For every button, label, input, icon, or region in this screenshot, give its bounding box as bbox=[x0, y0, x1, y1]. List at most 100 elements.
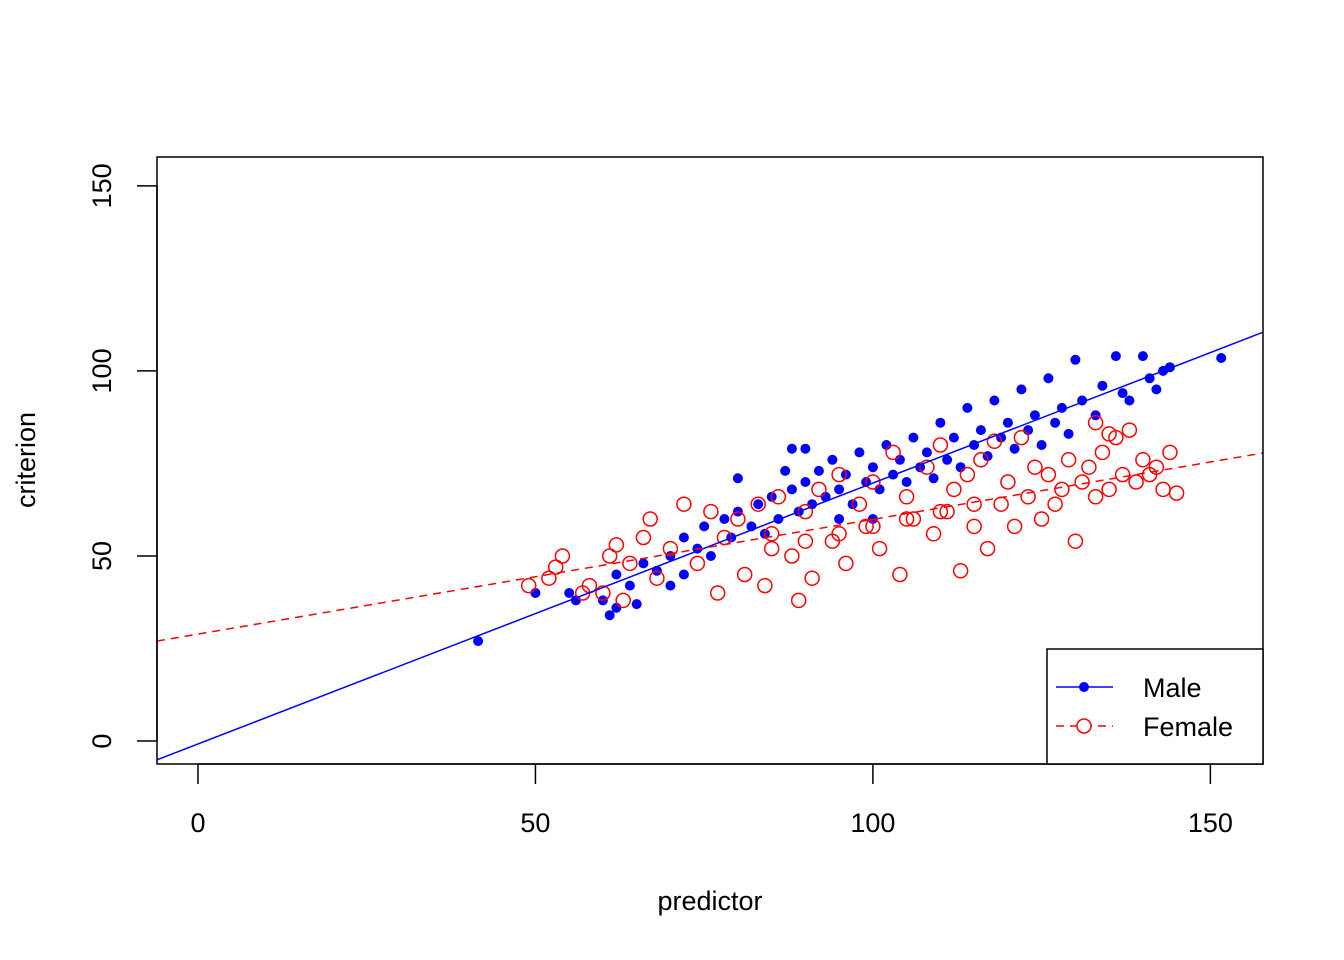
point-female bbox=[730, 511, 746, 527]
point-male bbox=[1137, 351, 1148, 362]
point-female bbox=[1128, 474, 1144, 490]
point-female bbox=[1047, 496, 1063, 512]
point-female bbox=[703, 503, 719, 520]
point-male bbox=[813, 465, 824, 476]
point-male bbox=[1050, 417, 1061, 428]
point-female bbox=[811, 481, 827, 498]
point-female bbox=[541, 570, 557, 586]
point-male bbox=[1070, 354, 1081, 365]
point-female bbox=[851, 496, 868, 512]
x-tick-label: 0 bbox=[190, 808, 205, 838]
point-female bbox=[1155, 481, 1171, 498]
point-female bbox=[993, 496, 1009, 512]
point-female bbox=[1101, 426, 1117, 442]
x-axis-label: predictor bbox=[657, 886, 762, 916]
point-female bbox=[905, 511, 922, 527]
point-male bbox=[908, 432, 919, 443]
point-male bbox=[867, 462, 878, 473]
point-female bbox=[1114, 466, 1131, 483]
point-female bbox=[865, 518, 881, 535]
point-male bbox=[732, 473, 743, 484]
point-female bbox=[831, 526, 847, 542]
point-female bbox=[676, 496, 692, 512]
point-male bbox=[1110, 351, 1121, 362]
point-male bbox=[948, 432, 959, 443]
point-male bbox=[1151, 384, 1162, 395]
point-female bbox=[763, 540, 780, 557]
point-female bbox=[520, 577, 537, 594]
point-female bbox=[831, 466, 847, 483]
y-tick-label: 150 bbox=[87, 163, 117, 208]
point-male bbox=[1002, 417, 1013, 428]
point-male bbox=[989, 395, 1000, 406]
x-tick-label: 50 bbox=[520, 808, 550, 838]
point-female bbox=[932, 503, 949, 520]
point-female bbox=[601, 548, 618, 564]
point-male bbox=[611, 569, 622, 580]
point-male bbox=[935, 417, 946, 428]
y-tick-label: 100 bbox=[87, 348, 117, 393]
point-female bbox=[1087, 414, 1104, 431]
point-male bbox=[928, 473, 939, 484]
point-female bbox=[763, 526, 780, 542]
x-tick-label: 100 bbox=[850, 808, 895, 838]
point-female bbox=[804, 570, 820, 586]
legend-female-label: Female bbox=[1143, 712, 1233, 742]
point-female bbox=[871, 540, 888, 557]
point-female bbox=[1060, 452, 1077, 468]
fit-line-female bbox=[157, 452, 1263, 642]
point-female bbox=[1162, 444, 1178, 461]
point-male bbox=[705, 551, 716, 561]
point-male bbox=[719, 514, 730, 524]
point-female bbox=[1033, 511, 1050, 527]
point-male bbox=[624, 580, 635, 591]
point-female bbox=[858, 518, 874, 535]
point-female bbox=[554, 548, 571, 564]
point-male bbox=[678, 532, 689, 543]
point-male bbox=[678, 569, 689, 580]
x-axis: 0 50 100 150 bbox=[190, 763, 1233, 838]
point-female bbox=[1020, 489, 1036, 505]
point-male bbox=[1063, 428, 1074, 439]
point-female bbox=[642, 511, 658, 527]
point-male bbox=[901, 477, 912, 487]
point-male bbox=[800, 443, 811, 454]
point-female bbox=[736, 566, 753, 583]
point-male bbox=[1016, 384, 1027, 395]
point-female bbox=[939, 503, 955, 520]
point-male bbox=[1009, 443, 1020, 454]
point-male bbox=[530, 588, 541, 598]
point-male bbox=[1043, 373, 1054, 384]
point-male bbox=[1216, 353, 1227, 363]
point-female bbox=[662, 540, 679, 557]
point-female bbox=[615, 592, 631, 609]
x-tick-label: 150 bbox=[1188, 808, 1233, 838]
point-female bbox=[898, 489, 915, 505]
point-female bbox=[979, 540, 996, 557]
point-male bbox=[564, 588, 575, 598]
point-female bbox=[635, 529, 652, 546]
point-female bbox=[986, 433, 1003, 450]
point-male bbox=[827, 454, 838, 465]
point-female bbox=[946, 481, 962, 498]
point-female bbox=[1101, 481, 1117, 498]
point-female bbox=[709, 585, 726, 601]
point-male bbox=[1097, 380, 1108, 391]
legend-male-marker bbox=[1079, 682, 1089, 692]
legend-male-label: Male bbox=[1143, 673, 1202, 703]
point-male bbox=[638, 558, 649, 569]
point-male bbox=[962, 402, 973, 413]
point-female bbox=[790, 592, 807, 609]
point-female bbox=[547, 559, 564, 575]
points-layer bbox=[473, 351, 1227, 647]
point-male bbox=[874, 484, 885, 495]
point-male bbox=[854, 447, 865, 458]
point-male bbox=[834, 484, 845, 495]
point-male bbox=[942, 454, 953, 465]
point-male bbox=[699, 521, 710, 532]
point-female bbox=[595, 585, 611, 601]
point-male bbox=[753, 499, 764, 510]
point-female bbox=[1168, 485, 1185, 501]
point-female bbox=[1074, 474, 1090, 490]
